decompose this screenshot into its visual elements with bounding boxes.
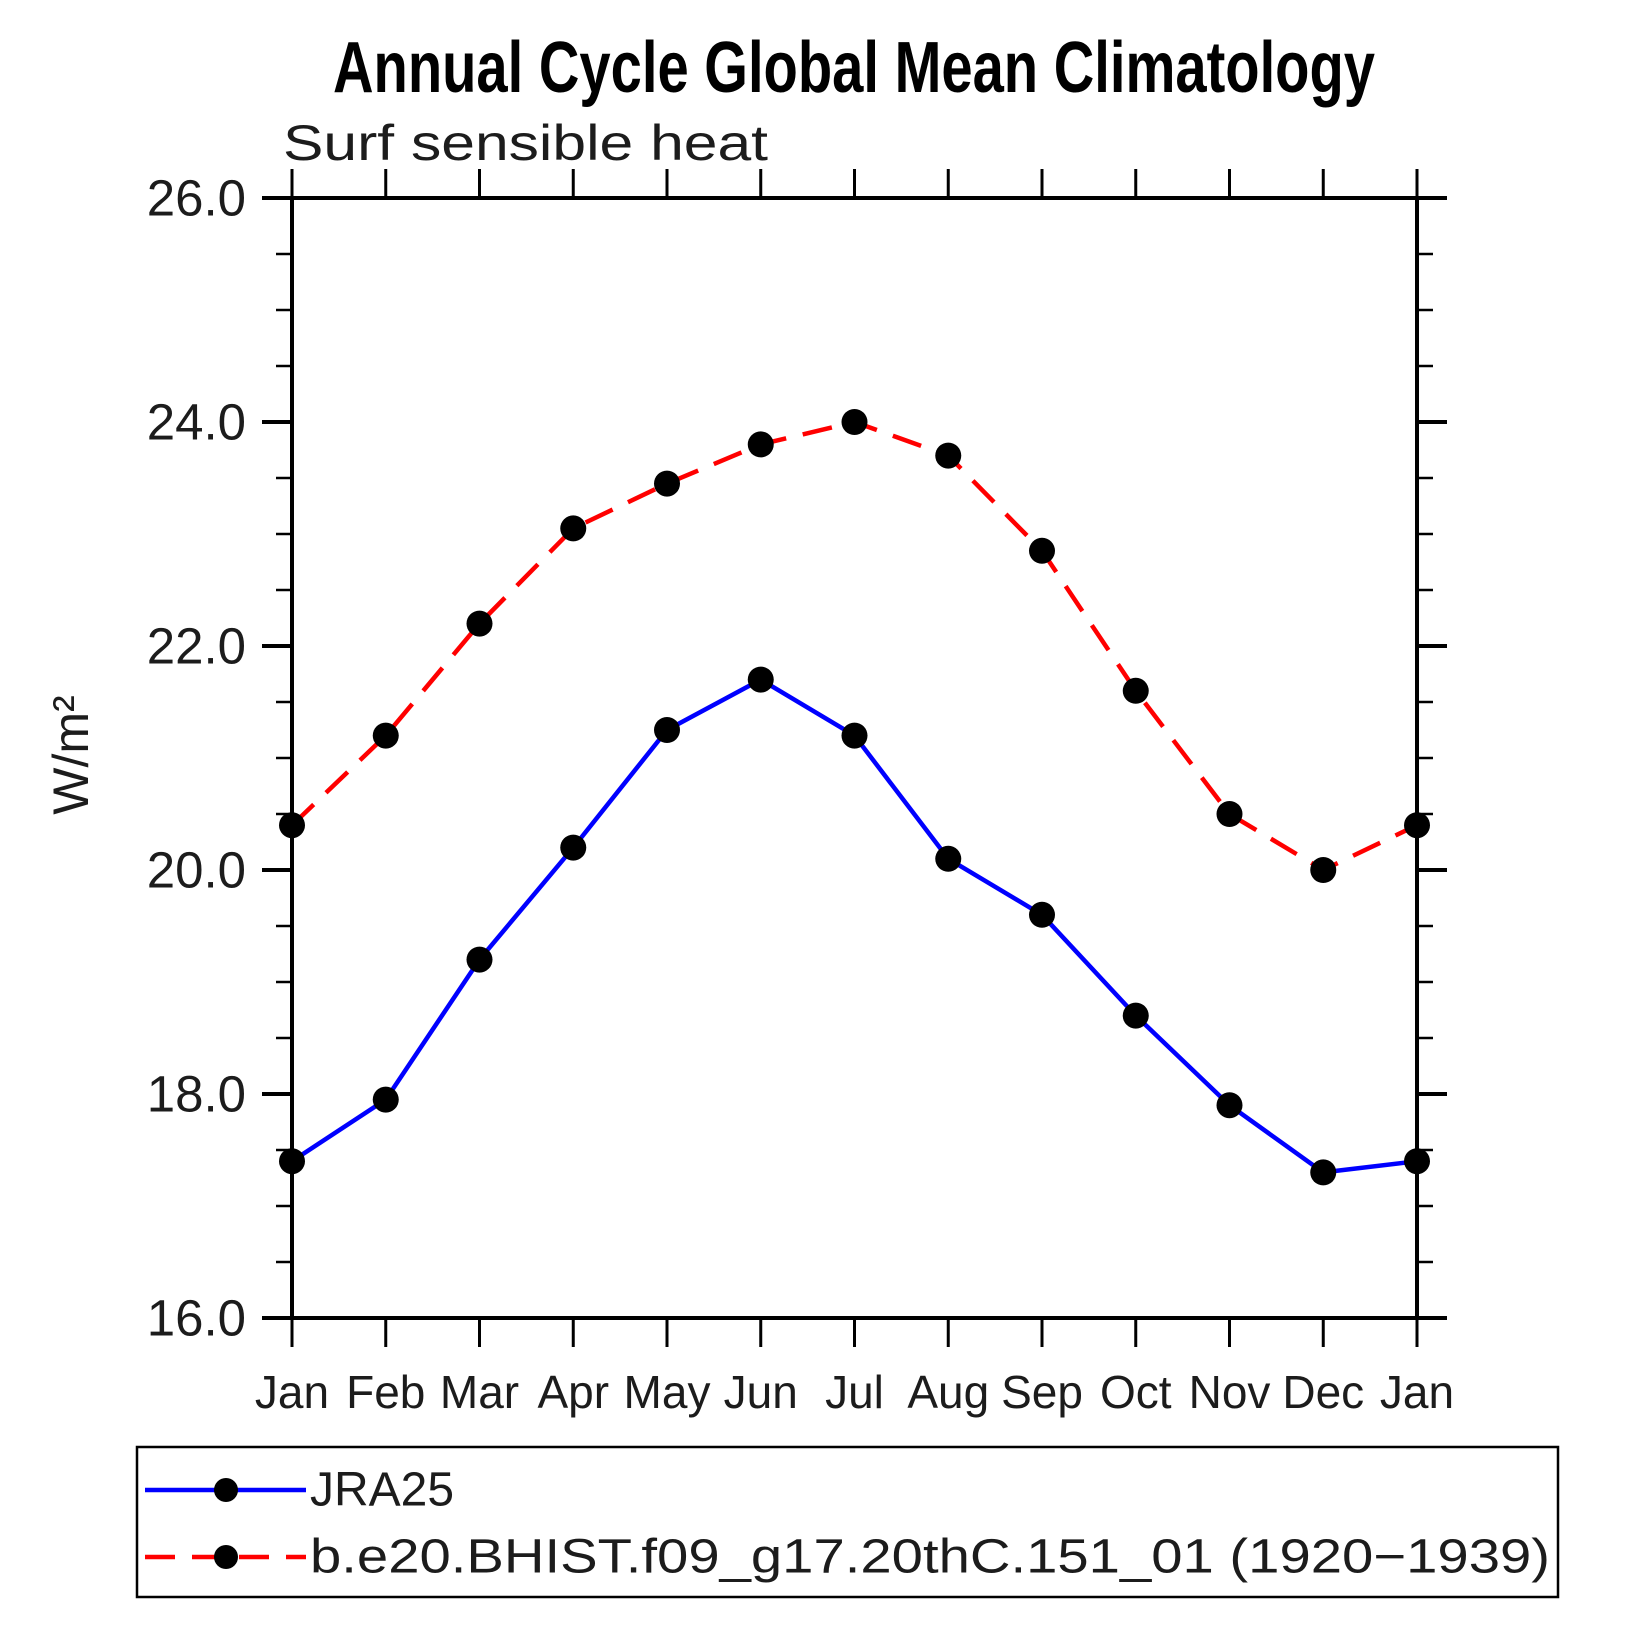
x-tick-label: Apr <box>537 1366 609 1418</box>
series-1-marker <box>560 515 587 542</box>
series-0-line <box>290 677 1418 1175</box>
series-0-marker <box>654 717 680 743</box>
series-1-marker <box>841 409 868 435</box>
series-0-marker <box>372 1086 399 1113</box>
x-tick-label: Mar <box>440 1366 519 1418</box>
x-tick-label: May <box>624 1366 711 1418</box>
x-tick-label: Jan <box>255 1366 329 1418</box>
series-1-line <box>290 419 1418 873</box>
legend-label-1: b.e20.BHIST.f09_g17.20thC.151_01 (1920−1… <box>310 1531 1550 1584</box>
x-tick-label: Jan <box>1380 1366 1454 1418</box>
legend-label-0: JRA25 <box>310 1464 454 1517</box>
legend: JRA25 b.e20.BHIST.f09_g17.20thC.151_01 (1… <box>135 1445 1560 1599</box>
series-1-marker <box>1029 537 1055 564</box>
series-0-marker <box>1122 1002 1149 1029</box>
series-0-marker <box>935 845 962 872</box>
series-1-marker <box>372 722 399 749</box>
x-tick-label: Feb <box>346 1366 425 1418</box>
series-0-marker <box>1029 901 1055 928</box>
series-1-marker <box>466 610 493 637</box>
x-tick-label: Nov <box>1189 1366 1271 1418</box>
legend-swatch-marker-0 <box>214 1478 238 1502</box>
y-axis-label: W/m² <box>43 695 99 814</box>
legend-swatch-marker-1 <box>214 1545 238 1569</box>
x-tick-label: Sep <box>1001 1366 1083 1418</box>
x-tick-label: Oct <box>1100 1366 1172 1418</box>
x-tick-label: Dec <box>1282 1366 1364 1418</box>
plot-frame <box>290 196 1419 1320</box>
series-1-marker <box>1310 857 1337 883</box>
legend-box <box>135 1445 1560 1599</box>
series-1 <box>279 409 1430 883</box>
x-tick-label: Jul <box>825 1366 884 1418</box>
series-1-marker <box>935 442 962 469</box>
series-1-marker <box>747 431 774 458</box>
series-1-marker <box>1216 801 1243 827</box>
series-1-marker <box>1404 812 1430 839</box>
chart-title: Annual Cycle Global Mean Climatology <box>333 28 1375 108</box>
series-layer <box>279 409 1430 1186</box>
series-1-marker <box>279 812 305 839</box>
y-tick-label: 26.0 <box>147 170 246 227</box>
series-0-marker <box>279 1148 305 1175</box>
series-1-marker <box>1122 677 1149 704</box>
series-1-marker <box>654 470 680 497</box>
y-tick-label: 22.0 <box>147 618 246 675</box>
chart-subtitle: Surf sensible heat <box>283 115 768 171</box>
series-0 <box>279 666 1430 1186</box>
y-tick-label: 24.0 <box>147 394 246 451</box>
series-0-marker <box>747 666 774 693</box>
x-tick-label: Jun <box>724 1366 798 1418</box>
series-0-marker <box>466 946 493 973</box>
y-tick-label: 16.0 <box>147 1290 246 1347</box>
x-tick-label: Aug <box>907 1366 989 1418</box>
series-0-marker <box>560 834 587 861</box>
series-0-marker <box>841 722 868 749</box>
y-tick-label: 20.0 <box>147 842 246 899</box>
series-0-marker <box>1310 1159 1337 1186</box>
y-tick-label: 18.0 <box>147 1066 246 1123</box>
series-0-marker <box>1404 1148 1430 1175</box>
series-0-marker <box>1216 1092 1243 1119</box>
